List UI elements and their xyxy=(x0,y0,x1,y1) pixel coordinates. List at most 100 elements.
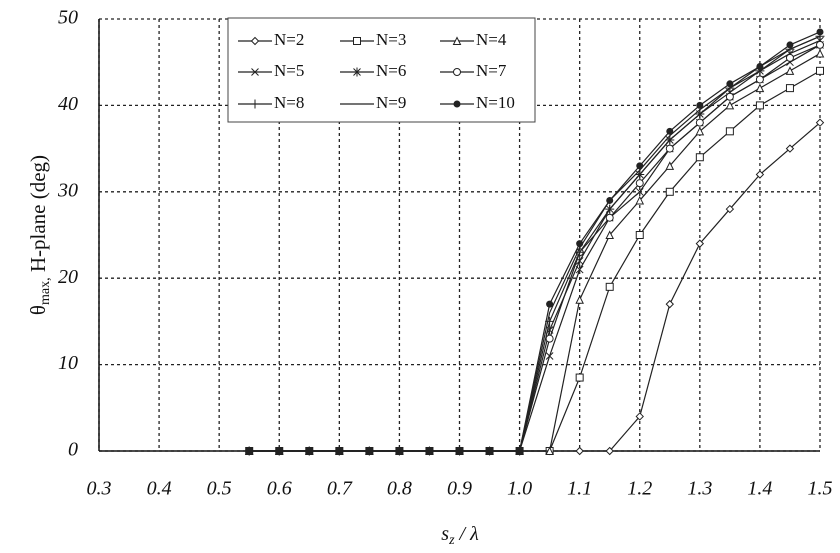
marker xyxy=(575,373,584,382)
marker xyxy=(425,447,433,455)
legend-label: N=8 xyxy=(274,93,304,112)
marker xyxy=(486,447,494,455)
marker xyxy=(695,153,704,162)
x-axis-label: sz / λ xyxy=(441,523,479,549)
marker xyxy=(755,75,764,84)
x-tick-label: 1.0 xyxy=(507,478,532,500)
marker xyxy=(786,41,794,49)
legend-label: N=5 xyxy=(274,61,304,80)
legend-label: N=4 xyxy=(476,30,507,49)
x-tick-label: 1.1 xyxy=(567,478,592,500)
y-axis-label: θmax, H-plane (deg) xyxy=(26,155,53,315)
marker xyxy=(665,299,674,309)
x-tick-label: 1.5 xyxy=(808,478,833,500)
x-label-main: s xyxy=(441,523,449,545)
legend-marker xyxy=(452,36,462,45)
y-label-symbol: θ xyxy=(26,305,50,315)
marker xyxy=(695,109,705,119)
marker xyxy=(695,118,704,127)
marker xyxy=(695,126,705,136)
x-tick-label: 0.4 xyxy=(147,478,172,500)
marker xyxy=(635,170,645,180)
marker xyxy=(816,66,824,75)
legend-marker xyxy=(251,68,259,76)
x-tick-label: 0.6 xyxy=(267,478,292,500)
y-tick-label: 10 xyxy=(58,352,78,374)
marker xyxy=(635,187,644,196)
x-tick-label: 1.2 xyxy=(627,478,652,500)
marker xyxy=(545,446,554,455)
marker xyxy=(665,187,674,196)
marker xyxy=(725,204,735,214)
marker xyxy=(605,213,614,222)
legend-label: N=9 xyxy=(376,93,406,112)
legend-marker xyxy=(250,36,260,46)
marker xyxy=(785,144,795,153)
marker xyxy=(546,300,554,308)
marker xyxy=(635,179,644,188)
marker xyxy=(755,83,765,93)
marker xyxy=(575,446,584,456)
x-tick-label: 0.8 xyxy=(387,478,412,500)
marker xyxy=(605,204,615,214)
marker xyxy=(695,239,705,248)
marker xyxy=(576,240,584,248)
legend-label: N=10 xyxy=(476,93,515,112)
legend-marker xyxy=(353,37,361,45)
marker xyxy=(245,447,253,455)
marker xyxy=(395,447,403,455)
marker xyxy=(545,334,554,343)
marker xyxy=(816,28,824,36)
marker xyxy=(726,80,734,88)
marker xyxy=(605,282,614,291)
marker xyxy=(335,447,343,455)
y-tick-label: 50 xyxy=(58,7,78,29)
marker xyxy=(635,412,644,421)
x-tick-label: 0.9 xyxy=(447,478,472,500)
marker xyxy=(666,127,674,135)
marker xyxy=(575,295,584,304)
legend-marker xyxy=(453,68,461,76)
legend-marker xyxy=(353,67,361,77)
y-tick-label: 20 xyxy=(58,266,78,288)
marker xyxy=(785,53,794,62)
marker xyxy=(516,447,524,455)
marker xyxy=(815,48,825,58)
legend-marker xyxy=(250,99,260,109)
x-tick-label: 0.3 xyxy=(87,478,112,500)
marker xyxy=(725,100,735,110)
marker xyxy=(545,352,554,360)
marker xyxy=(815,118,825,127)
marker xyxy=(785,84,794,93)
legend-label: N=7 xyxy=(476,61,507,80)
marker xyxy=(816,40,824,49)
y-label-sub: max, xyxy=(38,277,53,305)
legend-box xyxy=(227,17,536,123)
marker xyxy=(635,195,645,205)
y-tick-label: 0 xyxy=(68,439,78,461)
marker xyxy=(606,196,614,204)
marker xyxy=(605,446,614,456)
marker xyxy=(305,447,313,455)
marker xyxy=(665,161,675,170)
marker xyxy=(755,101,764,110)
marker xyxy=(756,63,764,71)
marker xyxy=(755,170,765,179)
series-line xyxy=(249,31,821,452)
marker xyxy=(725,127,734,136)
y-tick-label: 40 xyxy=(58,93,78,115)
x-tick-label: 1.3 xyxy=(687,478,712,500)
legend-marker xyxy=(453,100,461,108)
x-tick-label: 0.5 xyxy=(207,478,232,500)
marker xyxy=(275,447,283,455)
marker xyxy=(636,162,644,170)
marker xyxy=(456,447,463,455)
marker xyxy=(725,92,734,101)
marker xyxy=(635,231,644,239)
y-tick-label: 30 xyxy=(57,179,78,201)
y-label-text: H-plane (deg) xyxy=(26,155,50,277)
marker xyxy=(696,101,704,109)
legend-label: N=6 xyxy=(376,61,406,80)
marker xyxy=(785,66,795,75)
